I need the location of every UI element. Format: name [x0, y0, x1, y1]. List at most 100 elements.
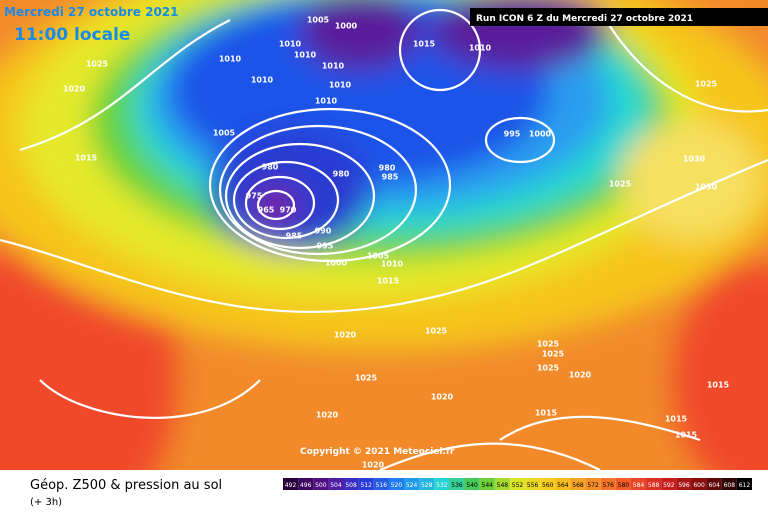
- isobar-label: 1025: [537, 340, 560, 349]
- colorbar-label: 548: [497, 482, 509, 489]
- colorbar-label: 536: [451, 482, 463, 489]
- isobar-label: 985: [382, 173, 399, 182]
- isobar-label: 1020: [63, 85, 86, 94]
- isobar-label: 1010: [469, 44, 492, 53]
- date: Mercredi 27 octobre 2021: [4, 5, 179, 19]
- colorbar-label: 596: [678, 482, 690, 489]
- colorbar-label: 512: [360, 482, 372, 489]
- isobar-label: 1015: [75, 154, 98, 163]
- isobar-label: 1010: [279, 40, 302, 49]
- isobar-label: 995: [317, 242, 334, 251]
- colorbar-label: 540: [466, 482, 478, 489]
- isobar-labels: 1005 1000 1010 1010 1010 1010 1010 1010 1010 1015…: [63, 16, 730, 470]
- footer: [0, 470, 768, 512]
- colorbar-swatch: [676, 478, 692, 490]
- colorbar-swatch: [706, 478, 722, 490]
- isobar-line: [244, 175, 316, 231]
- colorbar-swatch: [343, 478, 359, 490]
- isobar-line: [232, 160, 340, 240]
- colorbar-swatch: [449, 478, 465, 490]
- colorbar-label: 560: [542, 482, 554, 489]
- isobar-label: 1015: [665, 415, 688, 424]
- colorbar-swatch: [736, 478, 752, 490]
- isobar-label: 1030: [683, 155, 706, 164]
- colorbar-swatch: [661, 478, 677, 490]
- isobar-label: 1010: [315, 97, 338, 106]
- colorbar-label: 528: [421, 482, 433, 489]
- isobar-label: 1015: [535, 409, 558, 418]
- isobar-label: 985: [286, 232, 303, 241]
- colorbar-swatch: [555, 478, 571, 490]
- colorbar-swatch: [600, 478, 616, 490]
- colorbar-label: 516: [376, 482, 388, 489]
- isobar-label: 1020: [431, 393, 454, 402]
- isobar-label: 1020: [362, 461, 385, 470]
- run-box: [470, 8, 768, 26]
- colorbar-swatch: [283, 478, 299, 490]
- isobar-line: [218, 124, 418, 256]
- colorbar-swatch: [313, 478, 329, 490]
- isobar-line: [484, 116, 556, 164]
- colorbar-swatch: [540, 478, 556, 490]
- colorbar-label: 612: [739, 482, 751, 489]
- isobar-label: 1010: [329, 81, 352, 90]
- colorbar-label: 608: [724, 482, 736, 489]
- isobar-label: 1000: [325, 259, 348, 268]
- isobar-line: [0, 9, 768, 472]
- isobar-label: 1025: [542, 350, 565, 359]
- isobar-label: 1000: [529, 130, 552, 139]
- colorbar-label: 592: [663, 482, 675, 489]
- colorbar-label: 524: [406, 482, 418, 489]
- isobar-label: 975: [246, 192, 263, 201]
- isobar-label: 1015: [707, 381, 730, 390]
- isobar-label: 1020: [569, 371, 592, 380]
- colorbar-label: 500: [315, 482, 327, 489]
- isobar-label: 1010: [251, 76, 274, 85]
- isobar-label: 1015: [377, 277, 400, 286]
- isobar-lines: [0, 8, 768, 472]
- footer-title: Géop. Z500 & pression au sol: [30, 478, 222, 493]
- isobar-line: [398, 8, 482, 92]
- colorbar-label: 588: [648, 482, 660, 489]
- colorbar-label: 580: [618, 482, 630, 489]
- isobar-label: 1000: [335, 22, 358, 31]
- isobar-label: 990: [315, 227, 332, 236]
- colorbar-swatch: [404, 478, 420, 490]
- isobar-label: 1010: [219, 55, 242, 64]
- isobar-label: 1005: [367, 252, 390, 261]
- colorbar: 492 496 500 504 508 512 516 520 524 528 532 536 540 5…: [283, 478, 752, 490]
- isobar-label: 1030: [695, 183, 718, 192]
- colorbar-swatch: [630, 478, 647, 490]
- isobar-label: 1005: [213, 129, 236, 138]
- isobar-label: 1010: [322, 62, 345, 71]
- isobar-label: 980: [333, 170, 350, 179]
- colorbar-label: 508: [345, 482, 357, 489]
- isobar-label: 1010: [294, 51, 317, 60]
- colorbar-label: 604: [708, 482, 720, 489]
- colorbar-swatch: [358, 478, 374, 490]
- colorbar-swatch: [615, 478, 631, 490]
- isobar-label: 965: [258, 206, 275, 215]
- colorbar-swatch: [419, 478, 435, 490]
- colorbar-label: 568: [572, 482, 584, 489]
- isobar-label: 1025: [355, 374, 378, 383]
- colorbar-label: 492: [285, 482, 297, 489]
- isobar-line: [224, 142, 376, 250]
- isobar-label: 1020: [334, 331, 357, 340]
- colorbar-label: 556: [527, 482, 539, 489]
- isobar-label: 1015: [413, 40, 436, 49]
- isobar-label: 1025: [695, 80, 718, 89]
- run: Run ICON 6 Z du Mercredi 27 octobre 2021: [476, 14, 693, 24]
- isobar-label: 1025: [86, 60, 109, 69]
- isobar-label: 970: [280, 206, 297, 215]
- colorbar-label: 552: [512, 482, 524, 489]
- isobar-label: 980: [262, 163, 279, 172]
- isobar-line: [256, 189, 296, 221]
- isobar-label: 1025: [609, 180, 632, 189]
- isobar-label: 1015: [675, 431, 698, 440]
- colorbar-swatch: [388, 478, 405, 490]
- colorbar-label: 520: [391, 482, 403, 489]
- colorbar-swatch: [721, 478, 737, 490]
